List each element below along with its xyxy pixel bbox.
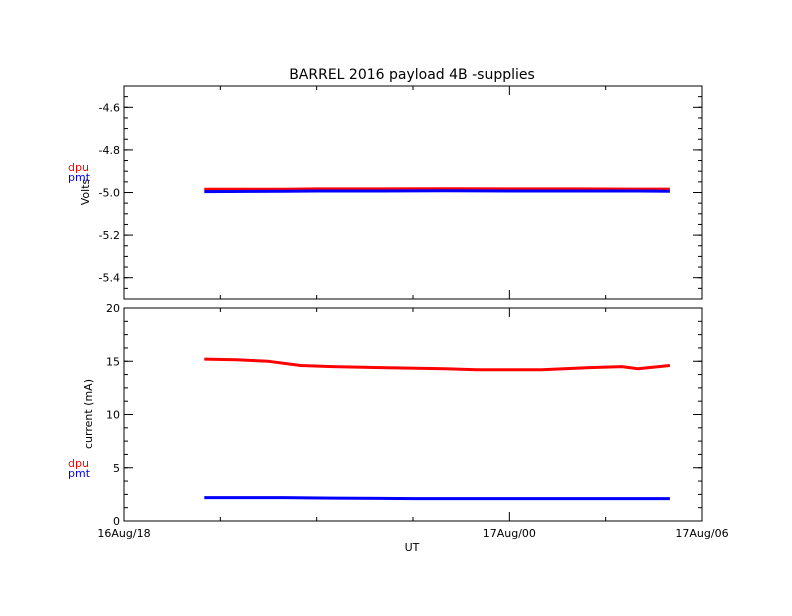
x-axis-label: UT	[405, 541, 420, 554]
bottom-legend-pmt: pmt	[68, 467, 91, 480]
bottom-y-tick-label: 0	[113, 515, 120, 528]
top-y-tick-label: -5.0	[99, 187, 120, 200]
x-tick-label: 16Aug/18	[97, 527, 150, 540]
top-y-tick-label: -4.6	[99, 101, 120, 114]
bottom-legend-dpu: dpu	[68, 457, 89, 470]
top-legend-dpu: dpu	[68, 161, 89, 174]
bottom-y-tick-label: 15	[106, 355, 120, 368]
bottom-series-dpu	[204, 357, 671, 372]
top-panel-y-axis-label: Volts	[79, 178, 92, 205]
x-tick-label: 17Aug/00	[483, 527, 536, 540]
bottom-y-tick-label: 10	[106, 409, 120, 422]
top-y-tick-label: -4.8	[99, 144, 120, 157]
top-y-tick-label: -5.4	[99, 272, 120, 285]
top-series-pmt	[204, 189, 670, 194]
bottom-panel-y-axis-label: current (mA)	[82, 379, 95, 449]
top-y-tick-label: -5.2	[99, 229, 120, 242]
top-legend-pmt: pmt	[68, 171, 91, 184]
bottom-y-tick-label: 20	[106, 302, 120, 315]
chart-title: BARREL 2016 payload 4B -supplies	[289, 67, 535, 83]
bottom-y-tick-label: 5	[113, 462, 120, 475]
bottom-series-pmt	[204, 496, 670, 501]
x-tick-label: 17Aug/06	[675, 527, 728, 540]
top-series-dpu	[204, 187, 670, 191]
bottom-plot-frame	[123, 307, 703, 522]
